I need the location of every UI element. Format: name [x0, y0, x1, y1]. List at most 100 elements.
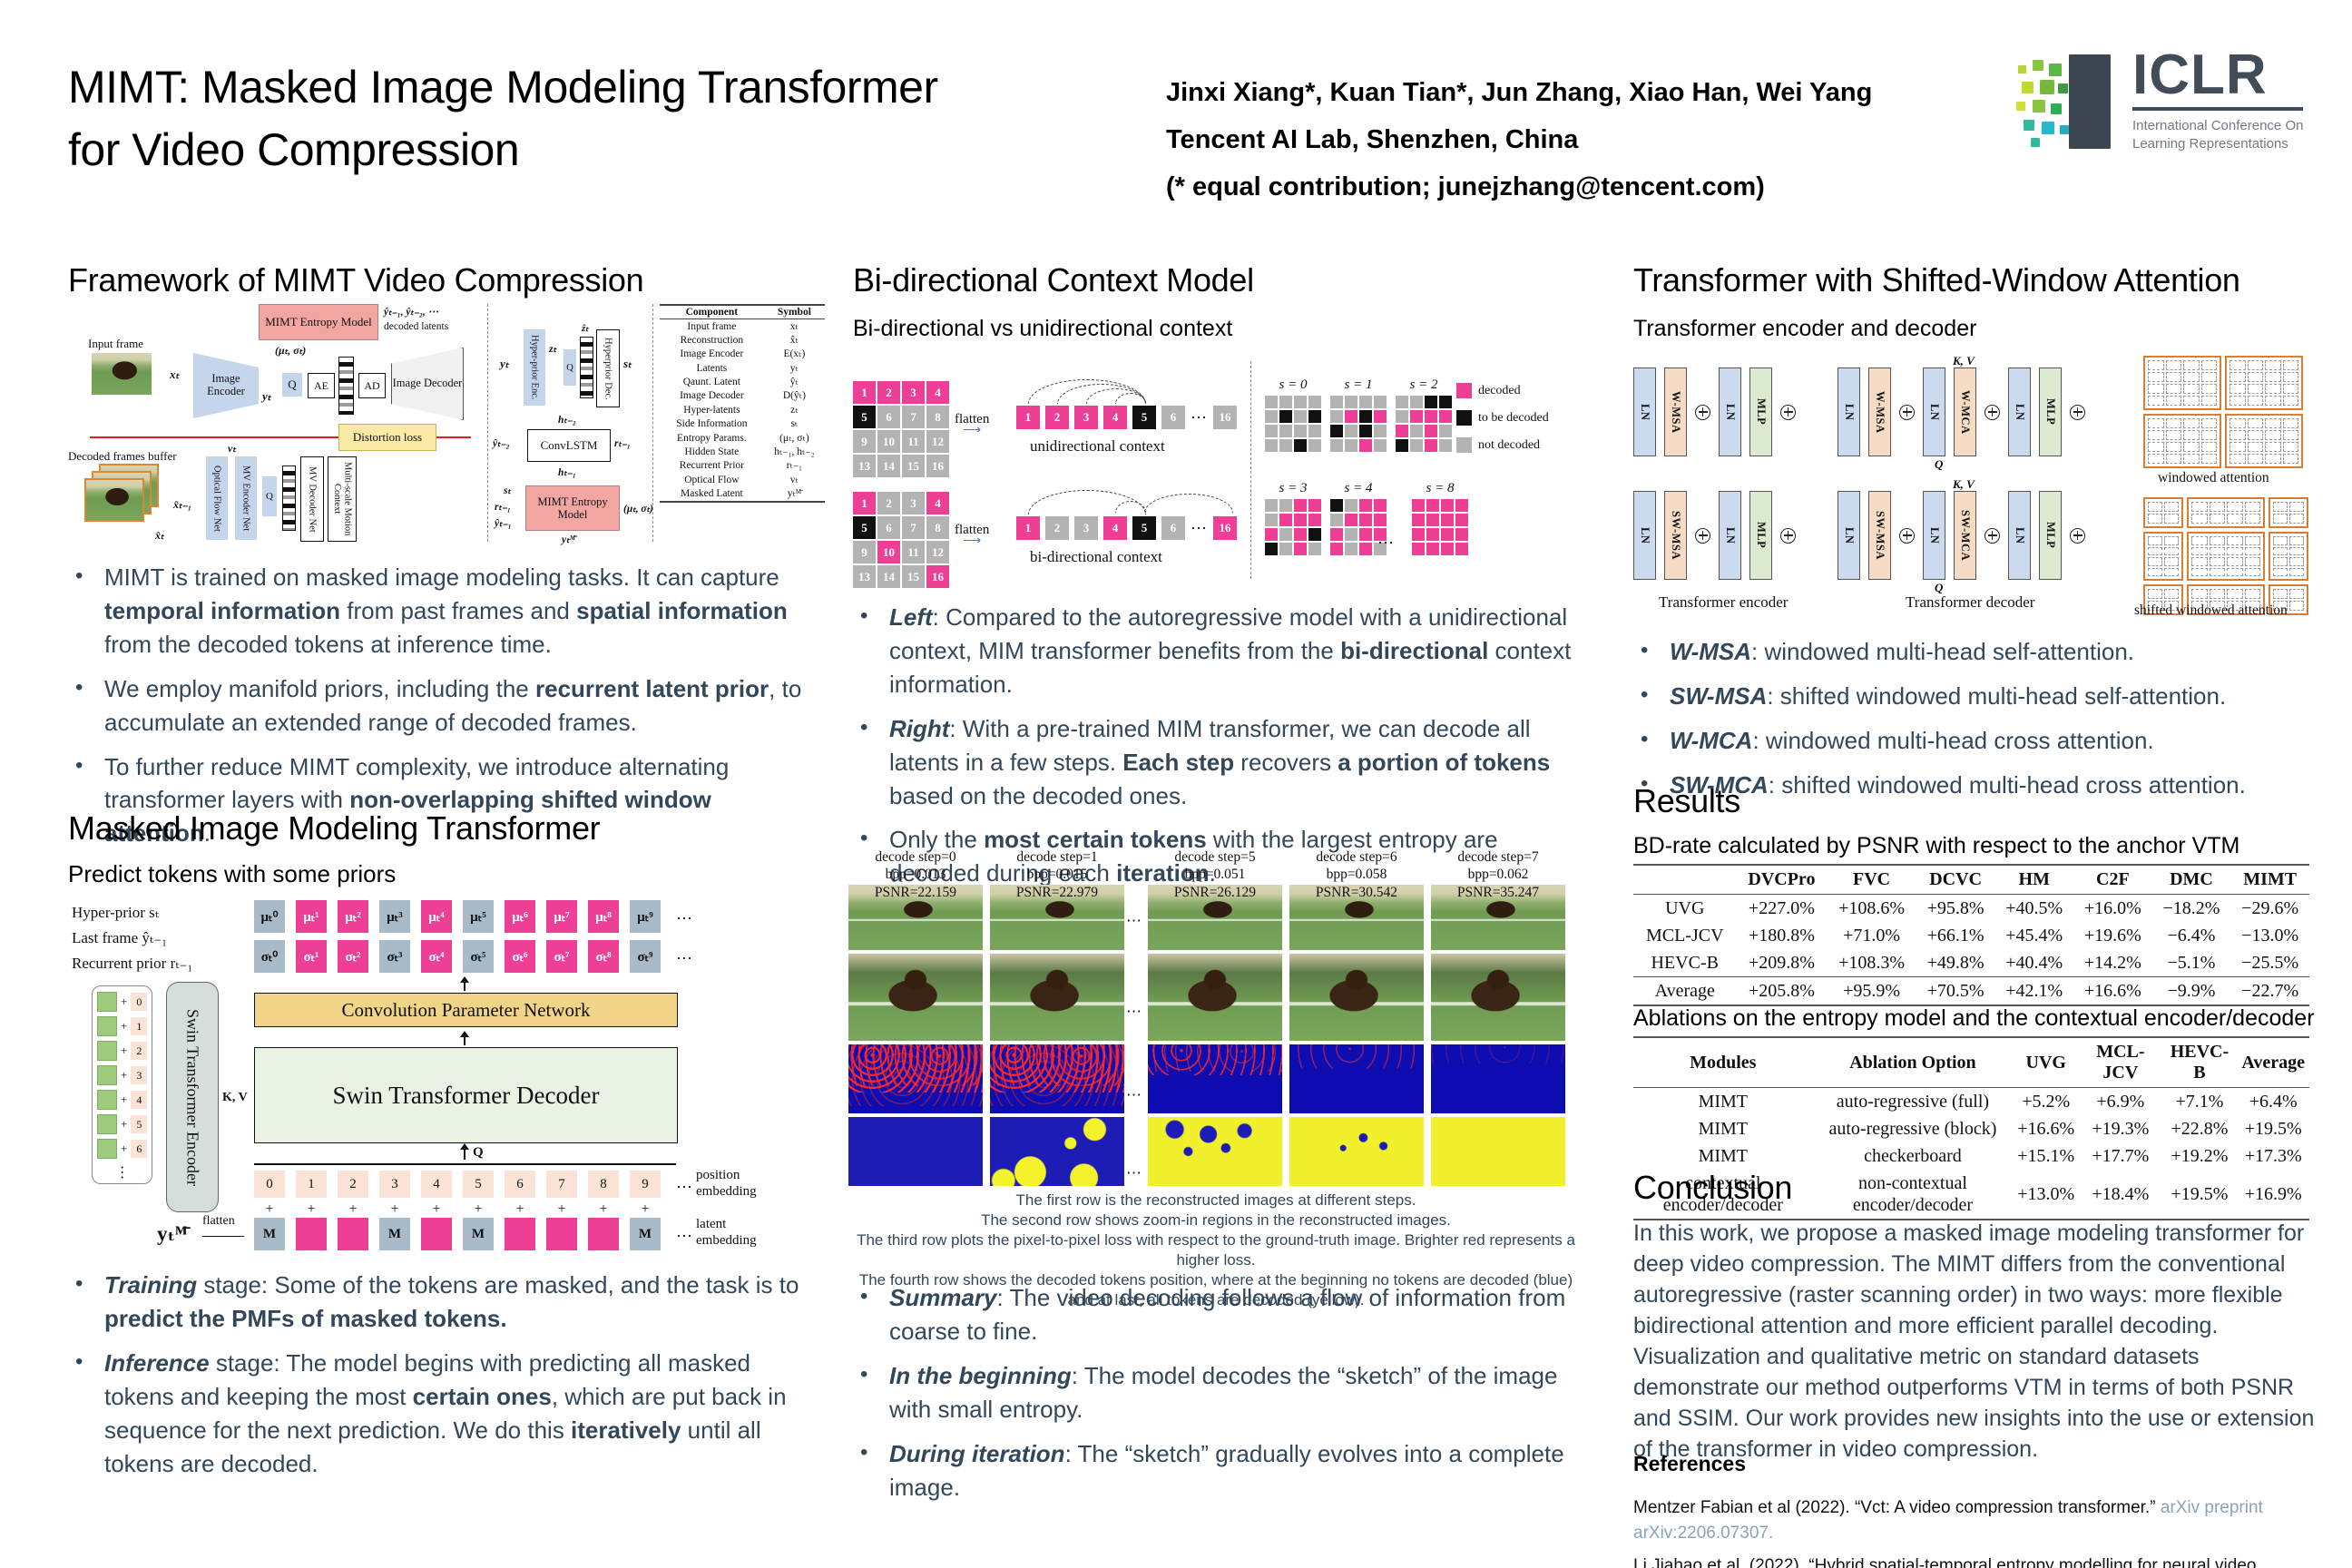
text-segment: stage: The model begins with predicting …: [104, 1348, 751, 1410]
grid-cell: 5: [853, 516, 876, 539]
encoder-row-2: LN SW-MSA LN MLP: [1633, 490, 1796, 581]
grid-cell: 10: [877, 430, 900, 453]
column-header: DMC: [2151, 864, 2231, 895]
conclusion-text: In this work, we propose a masked image …: [1633, 1220, 2315, 1462]
context-diagram: 1 2 3 4 5 6 7 8 9 10 11 12 13 14 15 16 flatten ⟶ 1 2 3 4 5 6 ⋯…: [853, 356, 1579, 592]
loss-map-image: [990, 1044, 1124, 1113]
step-grid-label: s = 0: [1279, 377, 1308, 392]
transformer-box-sw-msa: SW-MSA: [1664, 491, 1687, 580]
legend-swatch: [1456, 437, 1472, 453]
motion-context-box: Multi-scale Motion Context: [328, 456, 357, 542]
transformer-box-sw-msa: SW-MSA: [1868, 491, 1891, 580]
grid-cell: 14: [877, 565, 900, 588]
grid-cell: 1: [853, 492, 876, 514]
caption-line: The second row shows zoom-in regions in …: [981, 1211, 1451, 1230]
prior-token: +4: [97, 1090, 148, 1110]
legend-item: decoded: [1456, 383, 1549, 398]
table-cell: +180.8%: [1748, 926, 1815, 946]
token-position-image: [1148, 1117, 1282, 1186]
text-segment: : shifted windowed multi-head self-atten…: [1767, 681, 2227, 710]
label-vt: vₜ: [228, 442, 236, 455]
grid-cell: [1279, 410, 1292, 423]
decode-step-label: decode step=6: [1316, 849, 1397, 865]
loss-map-image: [848, 1044, 983, 1113]
token: M: [254, 1218, 285, 1250]
mimt-entropy-model-box-2: MIMT Entropy Model: [525, 485, 620, 531]
reconstructed-image: [990, 885, 1124, 950]
text-segment: W-MSA: [1670, 638, 1752, 665]
table-cell: non-contextual encoder/decoder: [1812, 1170, 2014, 1220]
transformer-box-mlp: MLP: [2039, 491, 2062, 580]
text-segment: .: [1209, 859, 1216, 887]
transformer-box-ln: LN: [1633, 368, 1656, 456]
label-mu-sigma-2: (μₜ, σₜ): [623, 504, 653, 514]
sgrid-dots: ⋯: [1377, 534, 1395, 552]
label-flatten: flatten: [202, 1214, 235, 1228]
grid-cell: [1374, 439, 1387, 452]
attention-window-shifted: [2269, 532, 2308, 581]
prior-token: +0: [97, 992, 148, 1012]
table-row: MCL-JCV +180.8% +71.0% +66.1% +45.4% +19.6% −6…: [1633, 922, 2309, 949]
text-segment: recovers: [1234, 748, 1338, 776]
grid-cell: [1359, 396, 1372, 408]
arrow-up-1: [460, 976, 468, 991]
table-cell: Masked Latent: [660, 486, 764, 503]
label-xhat: x̂ₜ: [155, 529, 164, 542]
token: μₜ⁵: [463, 900, 494, 933]
token: 4: [421, 1171, 452, 1198]
references-heading: References: [1633, 1452, 1747, 1475]
q-label-2: Q: [1935, 581, 1944, 594]
table-cell: +7.1%: [2175, 1092, 2224, 1112]
token: 8: [588, 1171, 619, 1198]
mim-diagram: Hyper-prior sₜ Last frame ŷₜ₋₁ Recurrent…: [68, 898, 826, 1261]
grid-cell: [1359, 425, 1372, 437]
zoom-in-image: [1431, 954, 1565, 1041]
table-cell: Image Decoder: [680, 390, 744, 402]
reconstructed-image: [848, 885, 983, 950]
add-operator-icon: [1899, 404, 1915, 420]
text-segment: Inference: [104, 1348, 210, 1377]
table-cell: MIMT: [1698, 1119, 1749, 1139]
grid-cell: [1359, 499, 1372, 512]
table-row: contextual encoder/decoder non-contextual…: [1633, 1170, 2309, 1220]
transformer-box-ln: LN: [1838, 368, 1860, 456]
table-cell: +95.9%: [1827, 976, 1916, 1006]
grid-cell: [1359, 528, 1372, 541]
label-xt: xₜ: [170, 368, 180, 381]
text-segment: During iteration: [889, 1439, 1065, 1467]
table-cell: +16.6%: [2017, 1119, 2075, 1139]
text-segment: : With a pre-trained MIM transformer, we…: [889, 714, 1531, 776]
token: [296, 1218, 327, 1250]
token: 5: [463, 1171, 494, 1198]
grid-cell: 2: [877, 492, 900, 514]
grid-cell: [1345, 499, 1357, 512]
hyper-prior-enc-box: Hyper-prior Enc.: [524, 329, 545, 406]
grid-cell: [1308, 528, 1321, 541]
grid-cell: 4: [926, 492, 949, 514]
table-cell: +13.0%: [2013, 1170, 2080, 1220]
column-header: HM: [1994, 864, 2074, 895]
hyper-bitstream-icon: [580, 337, 593, 398]
section-conclusion-heading: Conclusion: [1633, 1169, 1793, 1206]
attention-window-shifted: [2187, 584, 2265, 615]
summary-bullets: Summary: The video decoding follows a fl…: [853, 1281, 1579, 1514]
transformer-box-ln: LN: [1838, 491, 1860, 580]
optical-flow-net-box: Optical Flow Net: [206, 456, 228, 540]
token: μₜ³: [379, 900, 410, 933]
bi-grid: 1 2 3 4 5 6 7 8 9 10 11 12 13 14 15 16: [853, 492, 949, 588]
sigma-token-row: σₜ⁰ σₜ¹ σₜ² σₜ³ σₜ⁴ σₜ⁵ σₜ⁶ σₜ⁷ σₜ⁸ σₜ⁹: [254, 940, 661, 973]
table-cell: −18.2%: [2162, 898, 2220, 918]
flatten-label-uni: flatten ⟶: [955, 412, 990, 437]
grid-cell: [1345, 410, 1357, 423]
transformer-diagram: LN W-MSA LN MLP LN SW-MSA LN MLP LN W-MSA LN W-MC…: [1633, 354, 2332, 628]
prior-square: [97, 1090, 117, 1110]
table-cell: +108.6%: [1838, 898, 1906, 918]
table-cell: −29.6%: [2241, 898, 2299, 918]
iclr-sub-1: International Conference On: [2132, 118, 2304, 133]
plus-sign: +: [641, 1201, 650, 1217]
table-cell: +18.4%: [2079, 1170, 2162, 1220]
column-header: MCL-JCV: [2079, 1036, 2162, 1088]
step-grid: s = 8: [1408, 481, 1472, 555]
author-block: Jinxi Xiang*, Kuan Tian*, Jun Zhang, Xia…: [1166, 80, 1983, 221]
